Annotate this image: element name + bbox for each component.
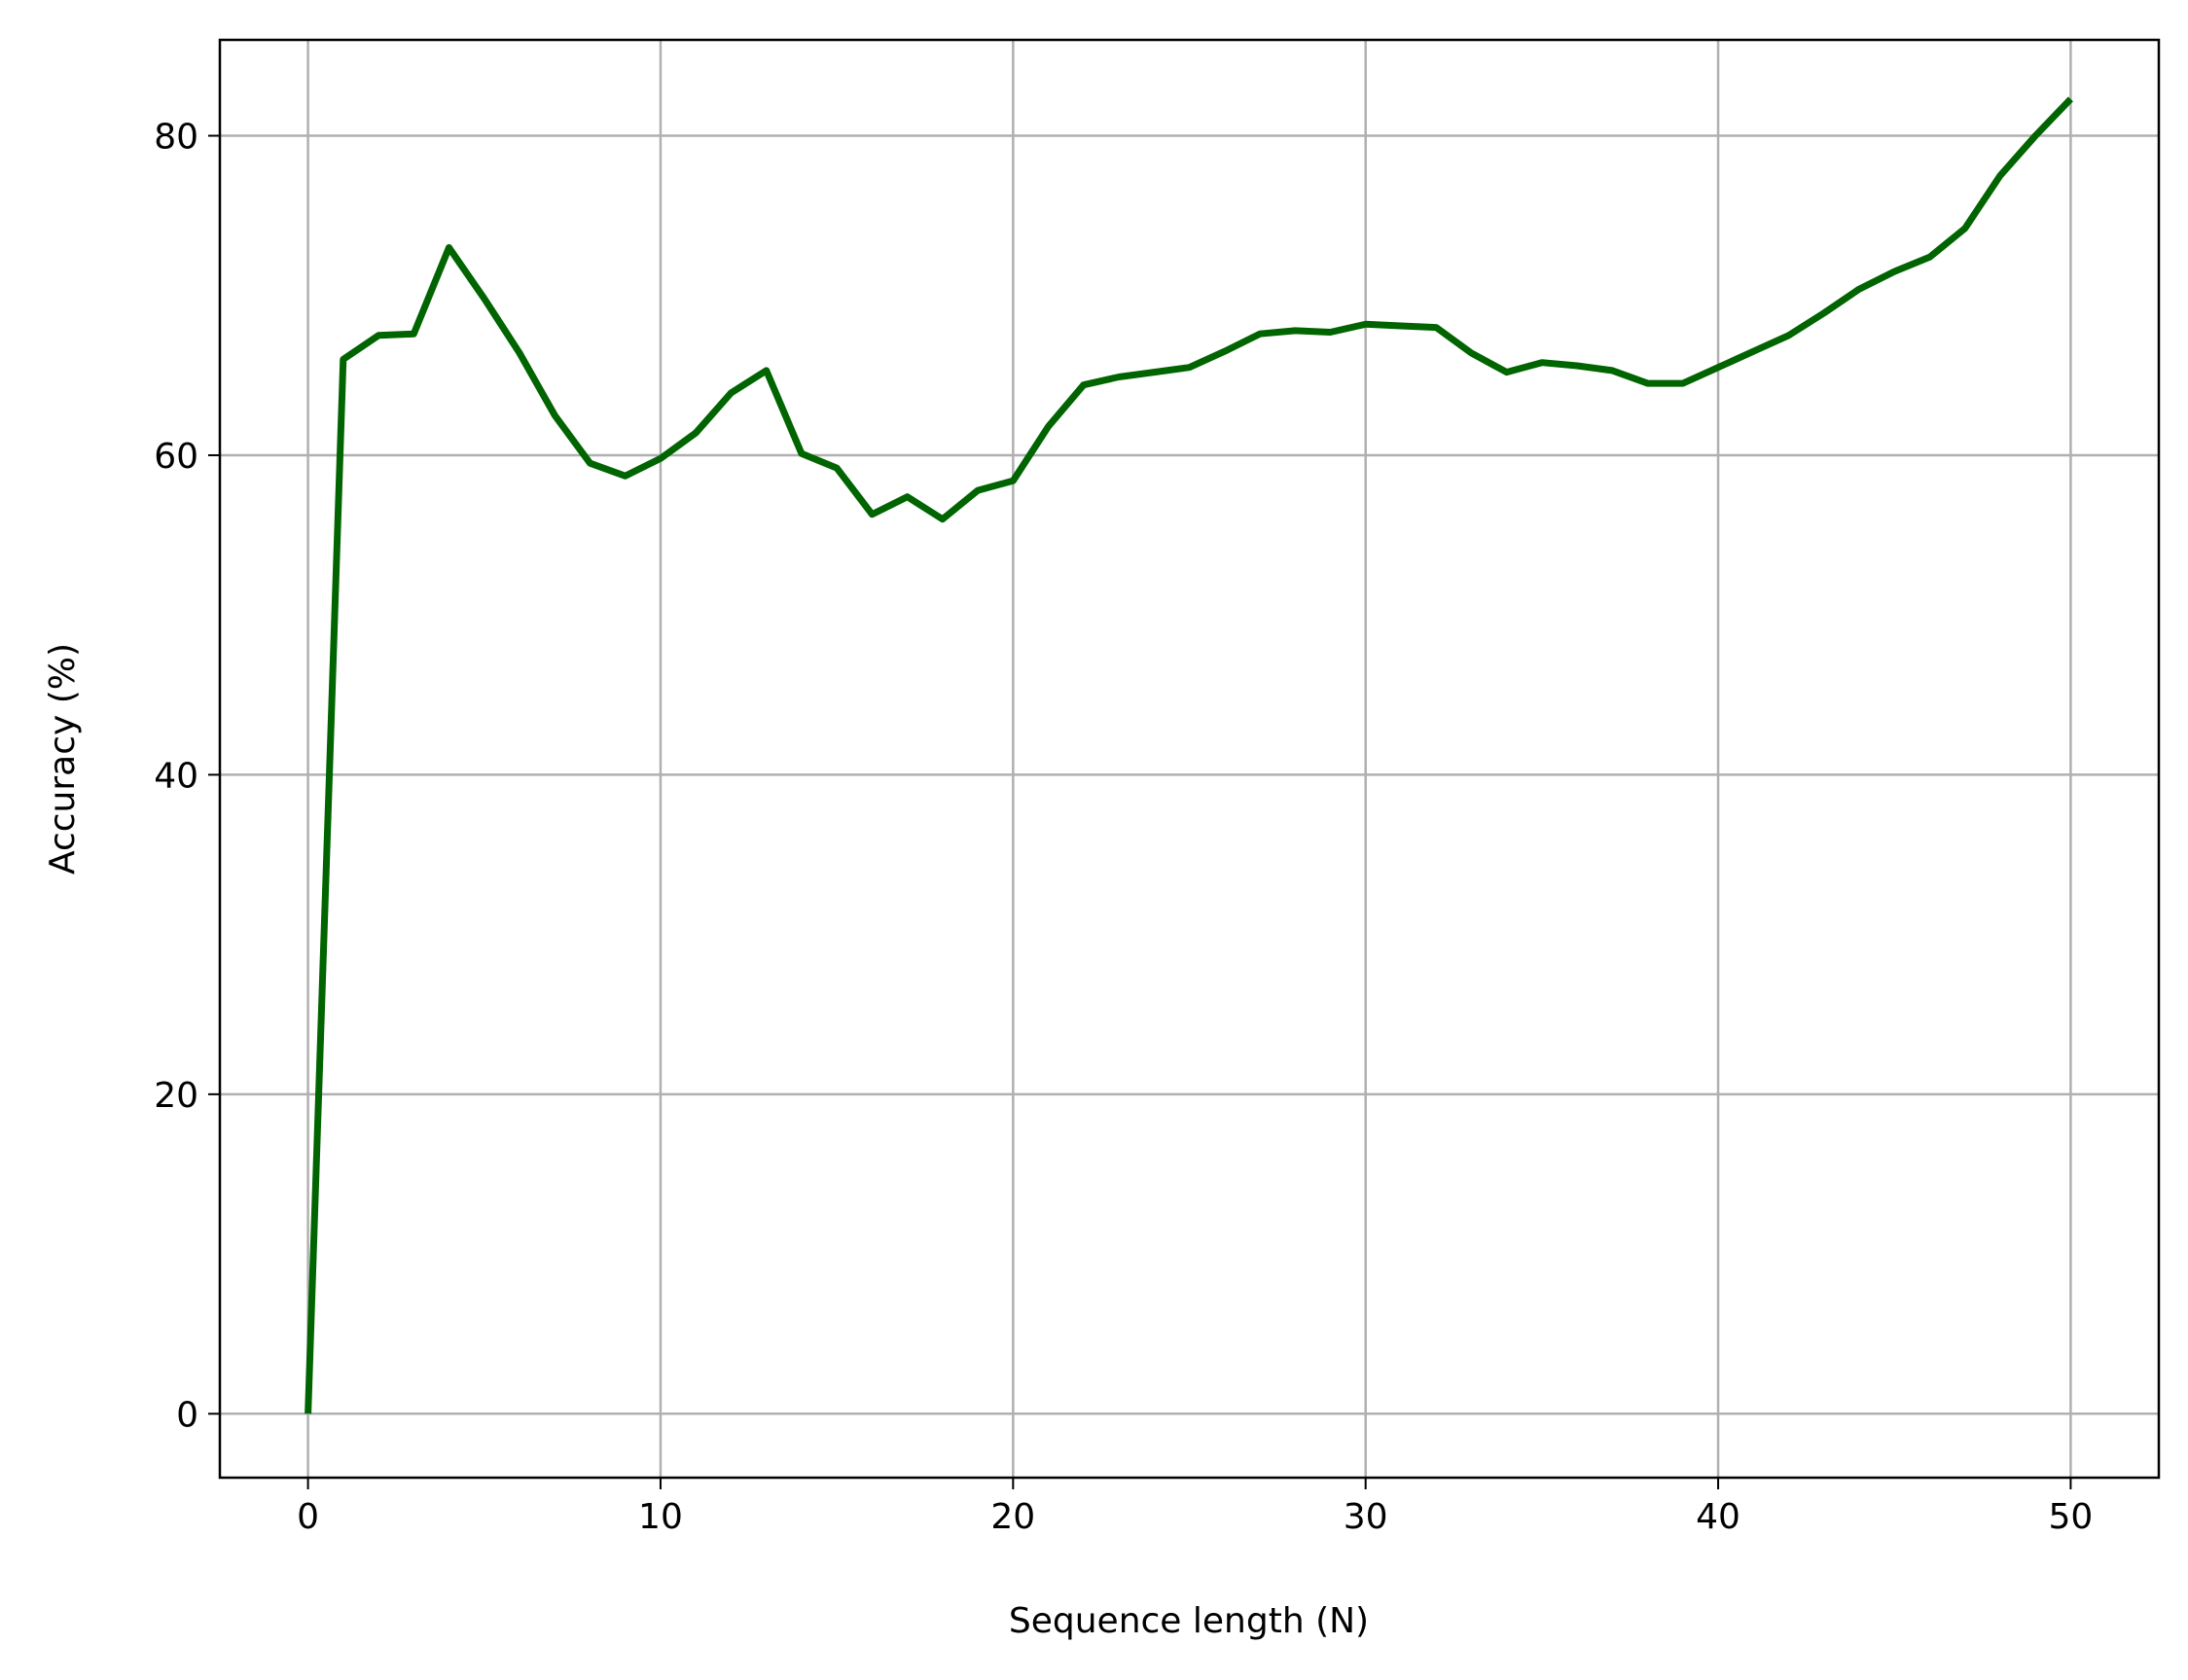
series-lines <box>305 96 2073 1414</box>
y-tick-label: 60 <box>154 437 198 477</box>
y-tick-label: 80 <box>154 118 198 158</box>
x-tick-label: 30 <box>1344 1497 1388 1537</box>
plot-frame <box>218 38 2161 1480</box>
y-axis-label: Accuracy (%) <box>43 643 83 875</box>
y-tick-label: 40 <box>154 756 198 796</box>
axis-ticks: 0 10 20 30 40 50 0 20 40 60 80 <box>154 118 2093 1537</box>
x-tick-label: 0 <box>297 1497 319 1537</box>
y-tick-label: 20 <box>154 1076 198 1116</box>
x-tick-label: 10 <box>638 1497 683 1537</box>
y-tick-label: 0 <box>176 1395 198 1435</box>
x-tick-label: 40 <box>1696 1497 1740 1537</box>
x-axis-label: Sequence length (N) <box>1009 1601 1369 1641</box>
x-tick-label: 20 <box>990 1497 1035 1537</box>
grid <box>220 40 2159 1478</box>
x-tick-label: 50 <box>2049 1497 2094 1537</box>
series-line <box>305 96 2073 1414</box>
